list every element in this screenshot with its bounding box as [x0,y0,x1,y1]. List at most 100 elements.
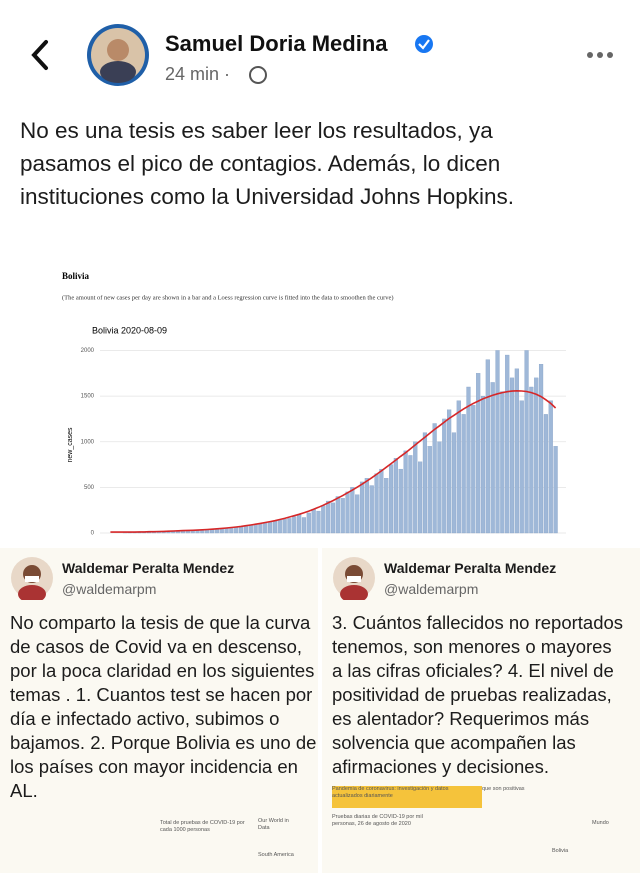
bar [466,386,471,534]
bar [490,382,495,534]
bar [485,359,490,534]
bar [166,531,171,534]
globe-icon [249,66,267,84]
tweet-panel [0,548,318,873]
author-name[interactable]: Samuel Doria Medina [165,31,388,56]
thumb-text: Bolivia [552,848,569,854]
bar [297,514,302,534]
avatar-shirt [18,585,46,600]
chart-subtitle: (The amount of new cases per day are sho… [62,294,394,301]
thumb-text: Our World in Data [258,818,289,831]
bar [229,527,234,534]
post-text-line: pasamos el pico de contagios. Además, lo… [20,151,501,176]
y-axis-label: new_cases [67,427,74,463]
tweet-text-line: por la poca claridad en los siguientes [10,660,315,681]
bar [543,414,548,534]
tweet-panel [322,548,640,873]
chart-image: Bolivia (The amount of new cases per day… [0,225,640,545]
bar [418,461,423,534]
bar [268,521,273,534]
thumb-text: Pruebas diarias de COVID-19 por mil pers… [332,814,423,827]
bar [364,478,369,534]
bar [306,512,311,534]
thumb-text: Mundo [592,820,609,826]
y-tick-label: 0 [91,531,95,537]
bar [350,487,355,534]
tweet-text-line: a las cifras oficiales? 4. El nivel de [332,660,614,681]
tweet-text-line: AL. [10,780,38,801]
more-button[interactable] [587,52,613,58]
bar [311,509,316,534]
avatar-mask [347,576,361,582]
bar [422,432,428,534]
post-text-line: instituciones como la Universidad Johns … [20,184,514,209]
tweet-text-line: positividad de pruebas realizadas, [332,684,612,705]
bar [432,423,437,534]
bar [553,446,558,534]
tweet-text-line: 3. Cuántos fallecidos no reportados [332,612,624,633]
bar [243,525,248,534]
tweet-text-line: es alentador? Requerimos más [332,708,590,729]
bar [359,481,365,534]
bar [282,519,287,534]
tweet-avatar[interactable] [10,556,54,600]
tweet-text-line: temas . 1. Cuantos test se hacen por [10,684,313,705]
bar [413,441,418,534]
avatar-face [107,39,129,61]
post-time: 24 min · [165,64,231,84]
bar [185,530,190,534]
bar [219,528,224,534]
verified-badge [415,35,433,53]
tweet-text-line: de casos de Covid va en descenso, [10,636,303,657]
y-tick-label: 2000 [81,348,95,354]
bar [234,527,239,534]
tweet-text-line: tenemos, son menores o mayores [332,636,612,657]
bar [384,478,389,534]
bar [238,526,244,534]
bar [442,418,447,534]
bar [272,520,278,534]
bar [316,510,321,534]
tweet-text-line: afirmaciones y decisiones. [332,756,549,777]
bar [340,498,345,534]
tweet-author: Waldemar Peralta Mendez [384,560,557,576]
post-text-line: No es una tesis es saber leer los result… [20,118,493,143]
bar [248,525,253,534]
bar [345,491,350,534]
bar [451,432,457,534]
bar [427,446,432,534]
bar [292,516,297,534]
tweet-handle: @waldemarpm [62,581,157,597]
bar [529,386,534,534]
tweet-avatar[interactable] [332,556,376,600]
y-tick-label: 1000 [81,439,95,445]
bar [403,450,408,534]
tweet-handle: @waldemarpm [384,581,479,597]
bar [258,523,263,534]
thumb-banner [332,786,482,808]
bar [476,373,481,534]
bar [538,364,544,534]
bar [471,405,476,534]
y-tick-label: 500 [84,485,95,491]
bar [388,464,394,534]
bar [253,524,258,534]
tweet-text-line: día e infectado activo, subimos o [10,708,280,729]
bar [374,473,379,534]
bar [355,494,360,534]
bar [205,529,210,534]
bar [301,517,307,534]
y-tick-label: 1500 [81,394,95,400]
tweet-author: Waldemar Peralta Mendez [62,560,235,576]
thumb-text: que son positivas [482,786,525,792]
back-button[interactable] [31,40,48,70]
thumb-text: Pandemia de coronavirus: investigación y… [332,786,449,799]
bar [461,414,466,534]
bar [505,354,510,534]
bar [437,441,442,534]
verified-check [418,39,430,50]
bar [548,400,553,534]
header-icons [31,24,613,86]
bar [524,350,529,534]
